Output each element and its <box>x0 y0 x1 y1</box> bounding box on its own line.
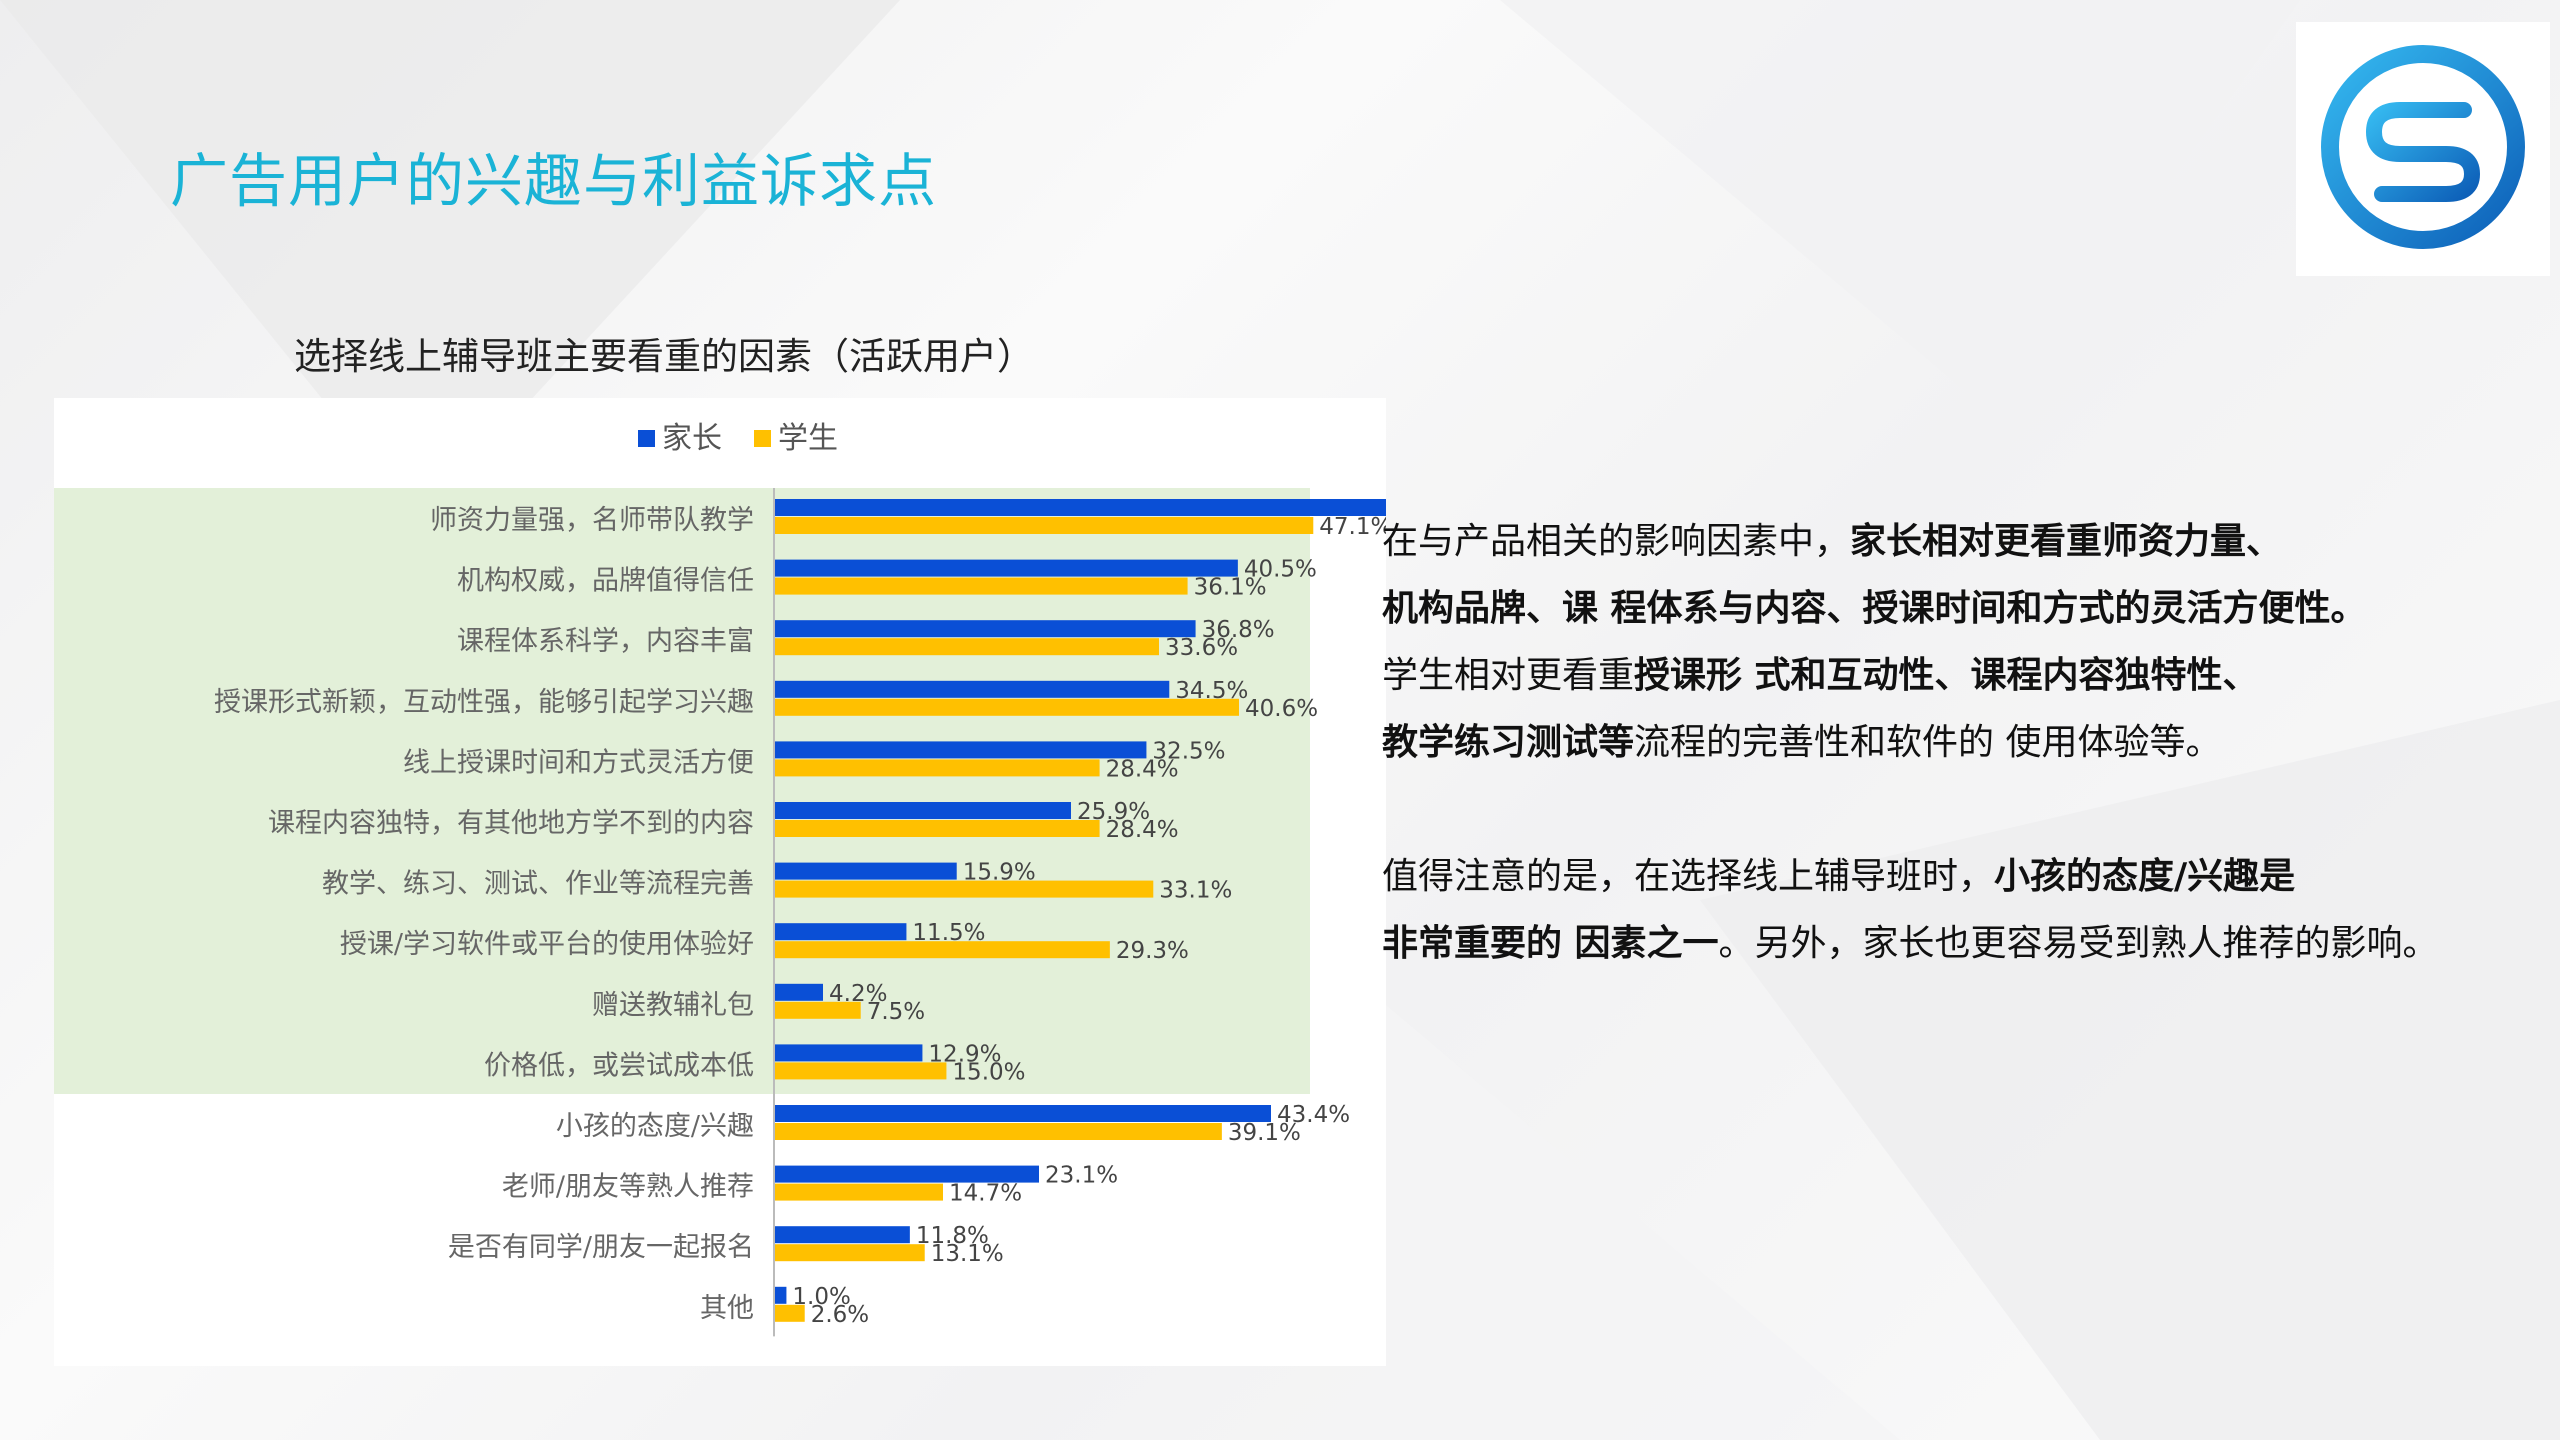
category-label: 线上授课时间和方式灵活方便 <box>403 747 754 778</box>
bar-parent <box>775 1044 923 1062</box>
data-label: 36.1% <box>1194 575 1267 601</box>
note-emphasis: 授课形 式和互动性、课程内容独特性、 <box>1634 655 2259 696</box>
logo <box>2296 22 2550 276</box>
note-line: 值得注意的是，在选择线上辅导班时，小孩的态度/兴趣是 <box>1382 843 2542 910</box>
bar-student <box>775 759 1100 777</box>
bar-parent <box>775 620 1196 638</box>
bar-parent <box>775 862 957 880</box>
note-emphasis: 教学练习测试等 <box>1382 722 1635 763</box>
note-text: 学生相对更看重 <box>1382 655 1635 696</box>
bar-student <box>775 820 1100 837</box>
bar-student <box>775 1304 805 1322</box>
legend-swatch <box>638 430 655 447</box>
data-label: 39.1% <box>1228 1120 1301 1146</box>
bar-parent <box>775 680 1170 698</box>
category-label: 课程内容独特，有其他地方学不到的内容 <box>268 808 754 839</box>
data-label: 29.3% <box>1116 938 1189 964</box>
data-label: 40.5% <box>1244 557 1317 583</box>
bar-parent <box>775 1165 1039 1183</box>
bar-parent <box>775 923 907 941</box>
category-label: 师资力量强，名师带队教学 <box>430 505 754 536</box>
bar-student <box>775 698 1239 716</box>
s-logo-icon <box>2321 45 2525 249</box>
bar-student <box>775 941 1110 959</box>
category-label: 授课/学习软件或平台的使用体验好 <box>340 929 754 960</box>
category-label: 其他 <box>700 1293 754 1324</box>
category-label: 价格低，或尝试成本低 <box>484 1050 754 1081</box>
bar-chart: 家长学生师资力量强，名师带队教学54.3%47.1%机构权威，品牌值得信任40.… <box>54 421 1386 1337</box>
data-label: 32.5% <box>1152 738 1225 764</box>
data-label: 28.4% <box>1106 756 1179 782</box>
bar-student <box>775 577 1188 595</box>
bar-student <box>775 1001 861 1019</box>
bar-student <box>775 1062 947 1080</box>
category-label: 老师/朋友等熟人推荐 <box>502 1172 754 1203</box>
data-label: 33.1% <box>1159 878 1232 904</box>
category-label: 课程体系科学，内容丰富 <box>457 626 754 657</box>
category-label: 赠送教辅礼包 <box>592 990 754 1021</box>
bar-parent <box>775 983 823 1001</box>
analysis-notes: 在与产品相关的影响因素中，家长相对更看重师资力量、机构品牌、课 程体系与内容、授… <box>1382 508 2542 977</box>
bar-student <box>775 1183 943 1201</box>
note-text: 流程的完善性和软件的 使用体验等。 <box>1634 722 2222 763</box>
note-emphasis: 家长相对更看重师资力量、 <box>1850 521 2283 562</box>
bar-student <box>775 1123 1222 1140</box>
note-line: 学生相对更看重授课形 式和互动性、课程内容独特性、 <box>1382 642 2542 709</box>
category-label: 教学、练习、测试、作业等流程完善 <box>322 869 754 900</box>
note-line: 机构品牌、课 程体系与内容、授课时间和方式的灵活方便性。 <box>1382 575 2542 642</box>
category-label: 机构权威，品牌值得信任 <box>457 566 754 597</box>
paragraph-gap <box>1382 776 2542 843</box>
data-label: 15.0% <box>952 1059 1025 1085</box>
bar-parent <box>775 499 1386 516</box>
data-label: 43.4% <box>1277 1102 1350 1128</box>
bar-student <box>775 1244 925 1262</box>
data-label: 36.8% <box>1202 617 1275 643</box>
legend-label: 学生 <box>778 421 838 456</box>
data-label: 23.1% <box>1045 1163 1118 1189</box>
data-label: 47.1% <box>1319 514 1386 540</box>
note-line: 非常重要的 因素之一。另外，家长也更容易受到熟人推荐的影响。 <box>1382 910 2542 977</box>
bar-parent <box>775 559 1238 577</box>
data-label: 2.6% <box>811 1302 869 1328</box>
data-label: 14.7% <box>949 1181 1022 1207</box>
bar-student <box>775 517 1314 534</box>
category-label: 小孩的态度/兴趣 <box>556 1111 754 1142</box>
bar-parent <box>775 802 1071 819</box>
data-label: 40.6% <box>1245 696 1318 722</box>
data-label: 7.5% <box>867 999 925 1025</box>
note-text: 。另外，家长也更容易受到熟人推荐的影响。 <box>1718 923 2439 964</box>
bar-parent <box>775 1105 1271 1122</box>
note-emphasis: 小孩的态度/兴趣是 <box>1994 856 2296 897</box>
note-text: 值得注意的是，在选择线上辅导班时， <box>1382 856 1995 897</box>
legend-swatch <box>754 430 771 447</box>
chart-caption: 选择线上辅导班主要看重的因素（活跃用户） <box>294 335 1034 378</box>
data-label: 13.1% <box>931 1241 1004 1267</box>
bar-parent <box>775 1286 787 1304</box>
data-label: 33.6% <box>1165 635 1238 661</box>
note-line: 教学练习测试等流程的完善性和软件的 使用体验等。 <box>1382 709 2542 776</box>
data-label: 11.8% <box>916 1223 989 1249</box>
bar-student <box>775 638 1159 656</box>
bar-parent <box>775 1226 910 1244</box>
data-label: 28.4% <box>1106 817 1179 843</box>
note-line: 在与产品相关的影响因素中，家长相对更看重师资力量、 <box>1382 508 2542 575</box>
note-text: 在与产品相关的影响因素中， <box>1382 521 1851 562</box>
bar-parent <box>775 741 1147 759</box>
slide-title: 广告用户的兴趣与利益诉求点 <box>170 147 938 215</box>
category-label: 授课形式新颖，互动性强，能够引起学习兴趣 <box>214 687 754 718</box>
note-emphasis: 机构品牌、课 程体系与内容、授课时间和方式的灵活方便性。 <box>1382 588 2367 629</box>
legend-label: 家长 <box>662 421 722 456</box>
note-emphasis: 非常重要的 因素之一 <box>1382 923 1719 964</box>
bar-student <box>775 880 1154 898</box>
category-label: 是否有同学/朋友一起报名 <box>448 1232 754 1263</box>
